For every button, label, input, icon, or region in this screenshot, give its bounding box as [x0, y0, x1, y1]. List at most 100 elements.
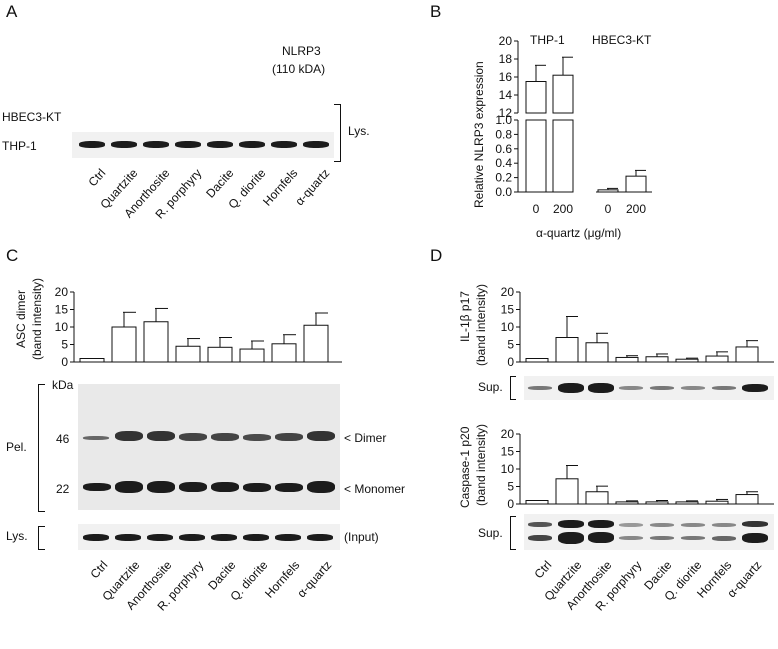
chart-b-bar-lower: [552, 119, 574, 193]
monomer-band: [115, 481, 143, 493]
nlrp3-size-label: (110 kDA): [272, 62, 326, 76]
casp1-band: [619, 536, 643, 540]
blot-a-band: [175, 141, 201, 148]
casp1-band: [528, 522, 552, 527]
xlabel-b: α-quartz (μg/ml): [536, 226, 622, 240]
row-label-thp1: THP-1: [2, 139, 37, 153]
casp1-band: [742, 521, 768, 527]
chart-d-bottom-bar: [675, 501, 699, 505]
blot-d-casp1: [524, 514, 774, 550]
chart-c: 0 5 10 15 20: [55, 285, 342, 369]
dimer-band: [307, 431, 335, 441]
casp1-band: [588, 520, 614, 528]
dimer-band: [115, 431, 143, 441]
panel-b-letter: B: [430, 2, 442, 21]
sup-label-2: Sup.: [478, 526, 503, 540]
blot-a-band: [239, 141, 265, 148]
chart-d-bottom-bar: [525, 500, 549, 505]
blot-a-band: [143, 141, 169, 148]
dimer-band: [243, 434, 271, 441]
lys-bracket-a: [334, 104, 341, 162]
chart-b-tick-label: 18: [499, 52, 513, 66]
marker-46: 46: [56, 432, 70, 446]
chart-d-top-tick-label: 15: [501, 303, 515, 317]
chart-d-top-tick-label: 10: [501, 320, 515, 334]
casp1-band: [712, 523, 736, 527]
monomer-band: [275, 483, 303, 492]
monomer-label: < Monomer: [344, 482, 406, 496]
row-label-hbec: HBEC3-KT: [2, 110, 62, 124]
lys-label-c: Lys.: [6, 529, 28, 543]
chart-b-x-tick-label: 200: [553, 202, 573, 216]
input-band: [179, 534, 205, 541]
panel-d-letter: D: [430, 246, 443, 265]
sup-label-1: Sup.: [478, 380, 503, 394]
chart-d-top-tick-label: 0: [507, 355, 514, 369]
chart-d-top-tick-label: 20: [501, 285, 515, 299]
chart-d-bottom-bar: [735, 494, 759, 505]
dimer-band: [147, 431, 175, 441]
chart-d-bottom-tick-label: 5: [507, 480, 514, 494]
chart-c-bar: [111, 326, 137, 363]
casp1-band: [712, 536, 736, 541]
chart-c-tick-label: 10: [55, 320, 69, 334]
blot-a: [72, 132, 334, 158]
dimer-band: [83, 436, 109, 440]
il1b-band: [528, 386, 552, 390]
monomer-band: [243, 483, 271, 492]
lys-label-a: Lys.: [348, 124, 370, 138]
casp1-band: [681, 536, 705, 540]
chart-d: 0 5 10 15 20 0 5 10 15 20: [501, 285, 774, 511]
casp1-band: [588, 532, 614, 543]
chart-b-x-tick-label: 0: [605, 202, 612, 216]
input-band: [147, 534, 173, 541]
pel-label: Pel.: [6, 440, 27, 454]
chart-b-tick-label: 0.6: [495, 142, 512, 156]
chart-d-top-bar: [585, 342, 609, 363]
chart-c-plot: 0 5 10 15 20: [55, 285, 342, 369]
input-band: [211, 534, 237, 541]
chart-b-tick-label: 0.8: [495, 127, 512, 141]
chart-b-tick-label: 1.0: [495, 113, 512, 127]
chart-b-tick-label: 16: [499, 70, 513, 84]
il1b-band: [712, 386, 736, 390]
chart-d-bottom-bar: [585, 491, 609, 505]
chart-b-x-tick-label: 200: [626, 202, 646, 216]
chart-c-tick-label: 0: [61, 355, 68, 369]
input-band: [275, 534, 301, 541]
dimer-band: [179, 433, 207, 441]
chart-d-bottom-bar: [555, 478, 579, 505]
chart-b-bar-lower: [525, 119, 547, 193]
casp1-band: [650, 523, 674, 527]
blot-c-pellet: [78, 384, 340, 510]
chart-d-top-bar: [675, 358, 699, 363]
chart-d-top-bar: [645, 356, 669, 363]
chart-c-bar: [79, 358, 105, 363]
casp1-band: [742, 533, 768, 543]
casp1-band: [650, 536, 674, 540]
pel-bracket: [38, 384, 45, 512]
chart-c-bar: [303, 324, 329, 363]
chart-d-top-bar: [555, 337, 579, 363]
il1b-band: [588, 383, 614, 393]
chart-c-tick-label: 15: [55, 303, 69, 317]
il1b-band: [558, 383, 584, 393]
input-band: [307, 534, 333, 541]
monomer-band: [307, 481, 335, 493]
monomer-band: [179, 482, 207, 492]
marker-22: 22: [56, 482, 70, 496]
chart-b-x-tick-label: 0: [533, 202, 540, 216]
il1b-band: [742, 384, 768, 392]
chart-d-top-bar: [525, 358, 549, 363]
input-label: (Input): [344, 530, 379, 544]
monomer-band: [83, 483, 111, 491]
dimer-band: [275, 433, 303, 441]
input-band: [83, 534, 109, 541]
chart-c-tick-label: 20: [55, 285, 69, 299]
blot-a-band: [111, 141, 137, 148]
casp1-band: [558, 520, 584, 528]
chart-b-tick-label: 0.2: [495, 171, 512, 185]
blot-c-input: [78, 524, 340, 550]
